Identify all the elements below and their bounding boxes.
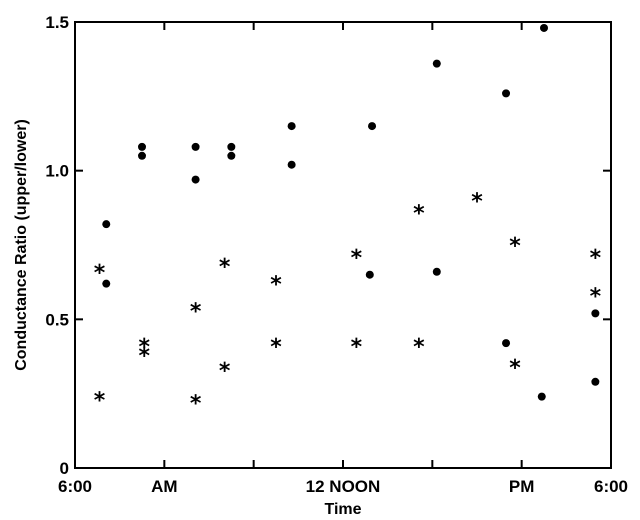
dot-point (540, 23, 548, 32)
dot-point (432, 59, 441, 68)
dot-point (287, 122, 296, 131)
asterisk-point: * (413, 335, 425, 360)
dot-point (227, 142, 236, 151)
asterisk-point: * (190, 392, 202, 417)
x-tick-label: AM (151, 477, 177, 496)
dot-point (502, 89, 511, 98)
asterisk-point: * (509, 234, 521, 259)
dot-point (591, 377, 600, 386)
x-tick-label: 6:00 (58, 477, 92, 496)
dot-point (138, 151, 146, 160)
asterisk-point: * (590, 246, 602, 271)
asterisk-point: * (190, 299, 202, 324)
x-tick-label: 6:00 (594, 477, 628, 496)
asterisk-point: * (351, 335, 363, 360)
asterisk-point: * (219, 359, 231, 384)
dot-point (227, 151, 236, 160)
x-tick-label: 12 NOON (306, 477, 381, 496)
y-tick-label: 0 (60, 459, 69, 478)
asterisk-point: * (94, 261, 106, 286)
dot-point (287, 160, 296, 169)
y-tick-label: 1.0 (45, 162, 69, 181)
asterisk-point: * (138, 344, 150, 369)
y-axis-label: Conductance Ratio (upper/lower) (13, 119, 30, 371)
asterisk-point: * (351, 246, 363, 271)
dot-point (537, 392, 546, 401)
dot-point (102, 220, 111, 229)
plot-frame (74, 21, 612, 469)
dot-point (432, 267, 441, 276)
asterisk-point: * (413, 201, 425, 226)
dot-point (138, 142, 146, 151)
asterisk-point: * (509, 356, 521, 381)
asterisk-point: * (270, 335, 282, 360)
asterisk-point: * (270, 273, 282, 298)
axis-ticks (74, 21, 612, 469)
asterisk-point: * (94, 389, 106, 414)
asterisk-point: * (219, 255, 231, 280)
dot-point (191, 175, 200, 184)
dot-point (191, 142, 200, 151)
asterisk-point: * (590, 285, 602, 310)
y-tick-label: 0.5 (45, 310, 69, 329)
data-marks: ******************* (94, 23, 602, 417)
dot-point (502, 339, 511, 348)
asterisk-point: * (471, 189, 483, 214)
dot-point (368, 122, 377, 131)
x-axis-label: Time (324, 501, 361, 518)
asterisk-point: * (138, 335, 150, 360)
dot-point (102, 279, 111, 288)
y-tick-label: 1.5 (45, 13, 69, 32)
x-tick-label: PM (509, 477, 535, 496)
dot-point (591, 309, 600, 318)
dot-point (365, 270, 374, 279)
